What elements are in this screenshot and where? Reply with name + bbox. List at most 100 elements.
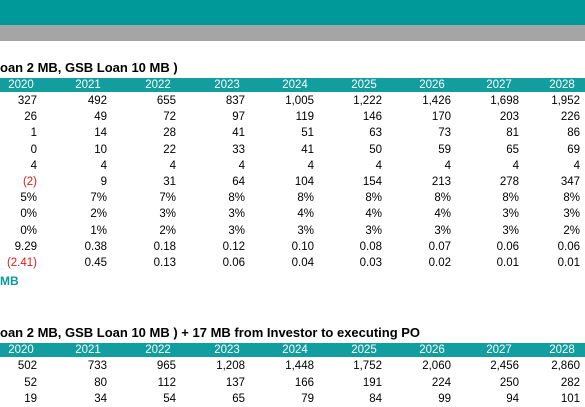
- table-cell: 3%: [228, 208, 245, 221]
- table-cell: 8%: [434, 192, 451, 205]
- table-cell: 0.08: [359, 240, 382, 253]
- table-cell: 0.03: [359, 257, 382, 269]
- table-cell: 4: [307, 159, 314, 172]
- table-cell: 1%: [90, 224, 107, 237]
- table-row: 5% 7% 7% 8% 8% 8% 8% 8% 8%: [0, 191, 585, 206]
- table-row: (2) 9 31 64 104 154 213 278 347: [0, 175, 585, 190]
- table-cell: 226: [560, 111, 580, 124]
- table-cell: 52: [24, 376, 37, 389]
- table-row: (2.41) 0.45 0.13 0.06 0.04 0.03 0.02 0.01 0.01: [0, 256, 585, 271]
- table-cell: 0.01: [557, 257, 580, 269]
- table-cell: 119: [295, 111, 314, 124]
- table-cell: 213: [431, 176, 451, 188]
- table-cell: 8%: [502, 192, 519, 205]
- year-header-cell: 2024: [282, 79, 308, 91]
- table-cell: 59: [438, 143, 451, 156]
- table-cell: 9.29: [14, 240, 37, 253]
- year-header-cell: 2026: [419, 344, 445, 356]
- year-header-cell: 2022: [145, 344, 171, 356]
- table-cell: 0.01: [496, 257, 519, 269]
- table-row: 0% 1% 2% 3% 3% 3% 3% 3% 2%: [0, 224, 585, 239]
- table-cell: 154: [362, 176, 382, 188]
- table-row: 26 49 72 97 119 146 170 203 226: [0, 110, 585, 125]
- table-cell: 22: [163, 143, 176, 156]
- table-cell: 1: [30, 127, 37, 140]
- year-header-cell: 2025: [351, 344, 377, 356]
- table-cell: 0.13: [153, 257, 176, 269]
- year-header-cell: 2022: [145, 79, 171, 91]
- table-cell: 3%: [297, 224, 314, 237]
- table-cell: 80: [94, 376, 107, 389]
- table-cell: 0: [30, 143, 37, 156]
- table-cell: 137: [225, 376, 245, 389]
- table-cell: 3%: [365, 224, 382, 237]
- year-header-cell: 2023: [214, 79, 240, 91]
- table-cell: 655: [156, 95, 176, 107]
- table-cell: 0%: [20, 224, 37, 237]
- table-cell: 4: [512, 159, 519, 172]
- table-row: 0 10 22 33 41 50 59 65 69: [0, 143, 585, 158]
- table-row: 0% 2% 3% 3% 4% 4% 4% 3% 3%: [0, 207, 585, 222]
- table-cell: 4: [573, 159, 580, 172]
- table-cell: 2,860: [551, 360, 580, 372]
- year-header-cell: 2023: [214, 344, 240, 356]
- table-cell: 63: [369, 127, 382, 140]
- table-cell: 72: [163, 111, 176, 124]
- year-header-cell: 2021: [75, 79, 101, 91]
- section1-footer-label: MB: [0, 274, 19, 288]
- table-cell: 8%: [297, 192, 314, 205]
- table-cell: 0.06: [222, 257, 245, 269]
- year-header-cell: 2028: [549, 79, 575, 91]
- table-cell: 191: [362, 376, 382, 389]
- table-row: 502 733 965 1,208 1,448 1,752 2,060 2,456 2,860: [0, 359, 585, 374]
- table-cell: 4%: [365, 208, 382, 221]
- table-cell: 0.02: [428, 257, 451, 269]
- table-cell: 2%: [90, 208, 107, 221]
- table-cell: 49: [94, 111, 107, 124]
- table-cell: 170: [431, 111, 451, 124]
- table-cell: 8%: [563, 192, 580, 205]
- table-cell: 1,005: [285, 95, 314, 107]
- year-header-cell: 2027: [486, 344, 512, 356]
- table-cell: 0.38: [84, 240, 107, 253]
- year-header-cell: 2027: [486, 79, 512, 91]
- table-cell: 69: [567, 143, 580, 156]
- table-cell: 1,426: [422, 95, 451, 107]
- table-cell: 4: [169, 159, 176, 172]
- table-cell: 10: [94, 143, 107, 156]
- year-header-cell: 2028: [549, 344, 575, 356]
- table-cell: 327: [17, 95, 37, 107]
- table-cell: 81: [506, 127, 519, 140]
- table-cell: 1,952: [551, 95, 580, 107]
- table-cell: 224: [431, 376, 451, 389]
- year-header-cell: 2025: [351, 79, 377, 91]
- table-cell: 112: [157, 376, 176, 389]
- table-cell: 0.06: [496, 240, 519, 253]
- table-cell: 4: [375, 159, 382, 172]
- table-cell: 0.18: [153, 240, 176, 253]
- table-cell: 4%: [434, 208, 451, 221]
- table-cell: 86: [567, 127, 580, 140]
- table-cell: 347: [560, 176, 580, 188]
- table-cell: 28: [163, 127, 176, 140]
- year-header-cell: 2020: [8, 344, 34, 356]
- year-header-cell: 2024: [282, 344, 308, 356]
- table-cell: 278: [499, 176, 519, 188]
- year-header-cell: 2026: [419, 79, 445, 91]
- table-cell: 0%: [20, 208, 37, 221]
- table-cell: 1,752: [353, 360, 382, 372]
- top-banner: [0, 0, 585, 25]
- table-cell: 1,698: [490, 95, 519, 107]
- table-cell: 4: [444, 159, 451, 172]
- table-cell: 146: [362, 111, 382, 124]
- table-cell: 4: [100, 159, 107, 172]
- section1-year-header: 2020 2021 2022 2023 2024 2025 2026 2027 2028: [0, 78, 585, 92]
- table-cell: 733: [87, 360, 107, 372]
- table-cell: 50: [369, 143, 382, 156]
- table-cell: 2,456: [490, 360, 519, 372]
- table-cell: 4: [30, 159, 37, 172]
- table-cell: 7%: [90, 192, 107, 205]
- table-cell: 4%: [297, 208, 314, 221]
- table-cell: 502: [17, 360, 37, 372]
- table-row: 4 4 4 4 4 4 4 4 4: [0, 159, 585, 174]
